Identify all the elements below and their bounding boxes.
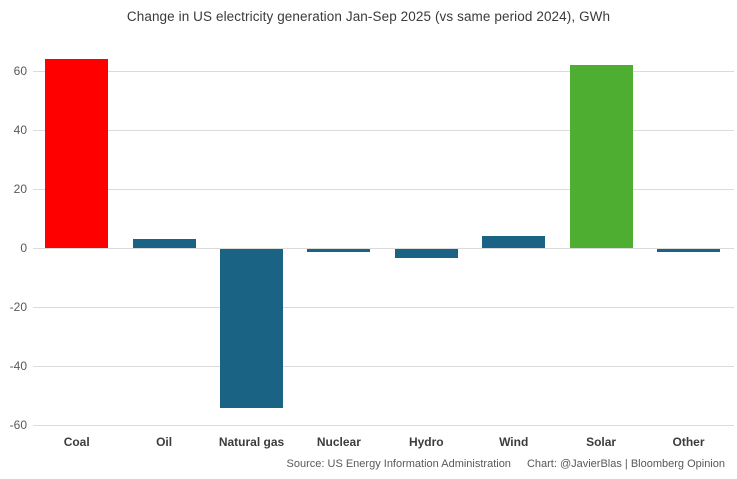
gridline-0 — [33, 248, 734, 249]
gridline--20 — [33, 307, 734, 308]
y-tick-label-60: 60 — [13, 64, 27, 78]
x-category-label-nuclear: Nuclear — [316, 435, 361, 449]
y-tick-label--60: -60 — [9, 418, 27, 432]
credit-note: Chart: @JavierBlas | Bloomberg Opinion — [526, 458, 725, 470]
bar-other — [657, 249, 720, 252]
x-category-label-other: Other — [672, 435, 705, 449]
chart-title: Change in US electricity generation Jan-… — [126, 9, 611, 24]
bar-solar — [569, 65, 633, 248]
x-category-label-natural-gas: Natural gas — [218, 435, 285, 449]
bar-natural-gas — [220, 249, 283, 409]
bar-nuclear — [307, 249, 371, 252]
plot-area: 60 40 20 0 -20 -40 -60 Coal Oil Natural gas Nuclea… — [0, 50, 737, 449]
x-category-label-coal: Coal — [63, 435, 90, 449]
bar-coal — [45, 59, 109, 248]
bar-wind — [482, 236, 546, 248]
y-tick-label--20: -20 — [9, 300, 27, 314]
bar-hydro — [394, 249, 458, 258]
gridline-60 — [33, 71, 734, 72]
bar-oil — [132, 239, 196, 248]
x-category-label-oil: Oil — [156, 435, 173, 449]
gridline--40 — [33, 366, 734, 367]
x-category-label-solar: Solar — [586, 435, 617, 449]
x-category-label-wind: Wind — [499, 435, 529, 449]
chart-footer: Source: US Energy Information Administra… — [0, 458, 725, 470]
x-category-label-hydro: Hydro — [408, 435, 444, 449]
y-tick-label-0: 0 — [20, 241, 27, 255]
y-tick-label-40: 40 — [13, 123, 27, 137]
gridline-20 — [33, 189, 734, 190]
gridline-40 — [33, 130, 734, 131]
gridline--60 — [33, 425, 734, 426]
y-tick-label-20: 20 — [13, 182, 27, 196]
y-tick-label--40: -40 — [9, 359, 27, 373]
source-note: Source: US Energy Information Administra… — [286, 458, 511, 470]
